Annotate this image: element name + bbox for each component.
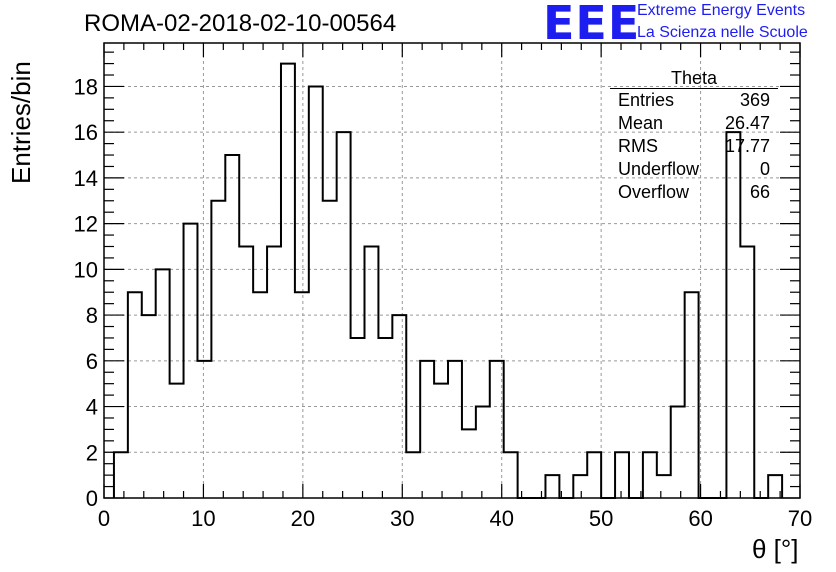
stats-label: Overflow xyxy=(618,182,690,202)
histogram-bin xyxy=(448,361,462,498)
chart-title: ROMA-02-2018-02-10-00564 xyxy=(84,10,397,37)
stats-value: 17.77 xyxy=(724,136,770,156)
x-tick-label: 0 xyxy=(98,506,110,531)
x-tick-label: 10 xyxy=(191,506,215,531)
x-tick-label: 60 xyxy=(688,506,712,531)
histogram-bin xyxy=(365,246,379,498)
histogram-bin xyxy=(114,452,128,498)
histogram-bin xyxy=(267,246,281,498)
histogram-bin xyxy=(504,452,518,498)
x-tick-label: 70 xyxy=(788,506,812,531)
histogram-bin xyxy=(239,246,253,498)
y-tick-label: 18 xyxy=(74,74,98,99)
eee-logo: EEE xyxy=(543,0,641,50)
histogram-bin xyxy=(406,452,420,498)
histogram-bin xyxy=(225,155,239,498)
logo-subtitle-line1: Extreme Energy Events xyxy=(637,2,806,19)
stats-value: 369 xyxy=(739,90,770,110)
y-tick-label: 16 xyxy=(74,120,98,145)
stats-value: 26.47 xyxy=(724,113,770,133)
histogram-outline xyxy=(112,62,784,499)
logo-subtitle-line2: La Scienza nelle Scuole xyxy=(637,24,808,41)
histogram-bin xyxy=(170,384,184,498)
histogram-bin xyxy=(643,452,657,498)
stats-box: Theta Entries 369 Mean 26.47 RMS 17.77 U… xyxy=(610,68,778,204)
y-tick-label: 4 xyxy=(86,395,98,420)
x-tick-label: 20 xyxy=(291,506,315,531)
stats-value: 0 xyxy=(759,159,770,179)
stats-row-mean: Mean 26.47 xyxy=(610,112,778,135)
histogram-bin xyxy=(323,201,337,498)
histogram-bin xyxy=(587,452,601,498)
y-axis-label: Entries/bin xyxy=(6,61,36,184)
x-axis-label: θ [°] xyxy=(752,534,799,564)
histogram-bin xyxy=(685,292,699,498)
x-tick-label: 40 xyxy=(489,506,513,531)
stats-value: 66 xyxy=(749,182,770,202)
histogram-bin xyxy=(434,384,448,498)
y-tick-label: 0 xyxy=(86,486,98,511)
histogram-bin xyxy=(462,429,476,498)
stats-row-rms: RMS 17.77 xyxy=(610,135,778,158)
histogram-bin xyxy=(545,475,559,498)
y-tick-label: 10 xyxy=(74,257,98,282)
histogram-bin xyxy=(211,201,225,498)
y-tick-label: 2 xyxy=(86,440,98,465)
stats-row-entries: Entries 369 xyxy=(610,89,778,112)
stats-label: Mean xyxy=(618,113,664,133)
stats-label: Entries xyxy=(618,90,675,110)
stats-row-underflow: Underflow 0 xyxy=(610,158,778,181)
stats-title: Theta xyxy=(610,68,778,89)
plot-frame xyxy=(103,42,801,499)
stats-row-overflow: Overflow 66 xyxy=(610,181,778,204)
y-tick-label: 12 xyxy=(74,212,98,237)
histogram-bin xyxy=(351,338,365,498)
histogram-bin xyxy=(309,86,323,498)
histogram-bin xyxy=(615,452,629,498)
stats-label: Underflow xyxy=(618,159,700,179)
histogram-bin xyxy=(378,338,392,498)
y-tick-label: 8 xyxy=(86,303,98,328)
x-tick-label: 50 xyxy=(589,506,613,531)
y-tick-label: 14 xyxy=(74,166,98,191)
histogram-bin xyxy=(156,269,170,498)
stats-label: RMS xyxy=(618,136,658,156)
histogram-bin xyxy=(657,475,671,498)
histogram-bin xyxy=(573,475,587,498)
histogram-bin xyxy=(253,292,267,498)
histogram-bin xyxy=(281,64,295,498)
x-tick-label: 30 xyxy=(390,506,414,531)
y-tick-label: 6 xyxy=(86,349,98,374)
histogram-bin xyxy=(197,361,211,498)
histogram-bin xyxy=(420,361,434,498)
histogram-bin xyxy=(295,292,309,498)
histogram-bin xyxy=(128,292,142,498)
histogram-bin xyxy=(740,246,754,498)
